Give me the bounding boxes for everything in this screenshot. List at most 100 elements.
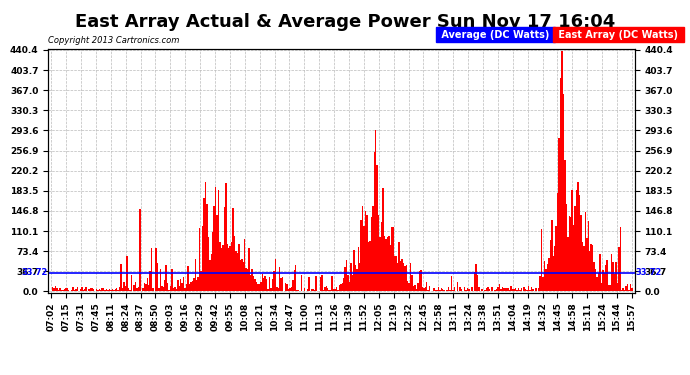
Bar — [386, 237, 388, 291]
Bar — [189, 284, 190, 291]
Bar — [607, 260, 608, 291]
Bar — [377, 165, 378, 291]
Bar — [618, 247, 620, 291]
Bar — [602, 270, 604, 291]
Bar — [79, 289, 81, 291]
Bar — [487, 287, 489, 291]
Bar — [630, 284, 631, 291]
Bar — [346, 260, 347, 291]
Bar — [72, 287, 74, 291]
Bar — [615, 262, 617, 291]
Bar — [453, 288, 455, 291]
Bar — [208, 237, 209, 291]
Bar — [612, 262, 613, 291]
Bar — [503, 288, 504, 291]
Bar — [471, 288, 473, 291]
Bar — [394, 256, 395, 291]
Bar — [172, 288, 174, 291]
Bar — [486, 288, 487, 291]
Bar — [553, 256, 554, 291]
Bar — [573, 225, 574, 291]
Bar — [139, 209, 141, 291]
Bar — [199, 228, 200, 291]
Bar — [406, 266, 407, 291]
Bar — [401, 259, 403, 291]
Bar — [355, 265, 356, 291]
Bar — [179, 286, 180, 291]
Bar — [465, 290, 466, 291]
Bar — [528, 286, 529, 291]
Bar — [234, 236, 235, 291]
Text: Average (DC Watts): Average (DC Watts) — [438, 30, 553, 39]
Bar — [326, 286, 327, 291]
Bar — [366, 214, 368, 291]
Bar — [496, 289, 497, 291]
Bar — [273, 272, 275, 291]
Bar — [269, 277, 270, 291]
Bar — [600, 283, 602, 291]
Bar — [68, 290, 70, 291]
Bar — [71, 290, 72, 291]
Bar — [289, 288, 290, 291]
Bar — [511, 286, 512, 291]
Bar — [200, 271, 202, 291]
Bar — [130, 275, 132, 291]
Bar — [112, 288, 113, 291]
Bar — [502, 287, 503, 291]
Bar — [542, 277, 544, 291]
Bar — [117, 290, 119, 291]
Bar — [210, 255, 212, 291]
Bar — [451, 276, 452, 291]
Bar — [426, 282, 427, 291]
Bar — [446, 290, 448, 291]
Bar — [311, 289, 313, 291]
Bar — [57, 288, 58, 291]
Bar — [167, 283, 168, 291]
Bar — [631, 288, 633, 291]
Bar — [417, 283, 419, 291]
Bar — [410, 263, 411, 291]
Bar — [161, 286, 163, 291]
Bar — [525, 289, 526, 291]
Bar — [295, 265, 297, 291]
Bar — [86, 287, 87, 291]
Bar — [110, 290, 112, 291]
Bar — [497, 288, 499, 291]
Bar — [400, 261, 401, 291]
Bar — [280, 278, 282, 291]
Bar — [414, 285, 416, 291]
Bar — [224, 207, 225, 291]
Bar — [546, 264, 549, 291]
Bar — [593, 262, 595, 291]
Bar — [627, 284, 629, 291]
Bar — [558, 138, 560, 291]
Bar — [435, 290, 436, 291]
Bar — [276, 287, 277, 291]
Bar — [407, 280, 408, 291]
Bar — [177, 280, 179, 291]
Bar — [489, 290, 490, 291]
Bar — [99, 289, 100, 291]
Bar — [592, 245, 593, 291]
Text: East Array (DC Watts): East Array (DC Watts) — [555, 30, 682, 39]
Bar — [248, 248, 250, 291]
Bar — [262, 274, 263, 291]
Bar — [306, 289, 308, 291]
Bar — [65, 288, 66, 291]
Bar — [285, 283, 286, 291]
Bar — [247, 269, 248, 291]
Bar — [620, 227, 621, 291]
Bar — [204, 198, 205, 291]
Bar — [352, 275, 353, 291]
Bar — [515, 288, 516, 291]
Bar — [591, 244, 592, 291]
Bar — [157, 263, 158, 291]
Bar — [564, 160, 566, 291]
Bar — [135, 282, 137, 291]
Bar — [461, 289, 462, 291]
Bar — [359, 263, 360, 291]
Text: 33.72: 33.72 — [635, 268, 662, 278]
Bar — [563, 94, 564, 291]
Bar — [176, 290, 177, 291]
Bar — [115, 290, 116, 291]
